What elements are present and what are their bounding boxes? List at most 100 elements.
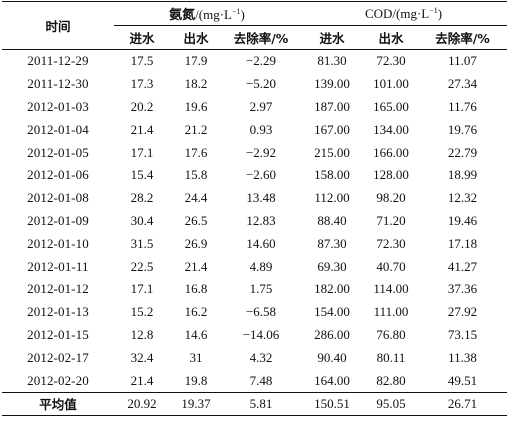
ammonia-influent-cell: 30.4	[130, 212, 154, 228]
cod-influent-cell: 154.00	[314, 304, 350, 320]
date-cell: 2012-01-08	[27, 190, 89, 206]
ammonia-effluent-cell: 17.9	[184, 53, 208, 69]
date-cell: 2011-12-29	[27, 53, 89, 69]
ammonia-influent-cell: 17.3	[130, 76, 154, 92]
ammonia-removal-cell: 13.48	[246, 190, 276, 206]
ammonia-influent-cell: 15.2	[130, 304, 154, 320]
cod-influent-cell: 164.00	[314, 372, 350, 388]
ammonia-influent-cell: 12.8	[130, 326, 154, 342]
table-row: 2012-01-10 31.5 26.9 14.60 87.30 72.30 17.18	[2, 232, 507, 255]
ammonia-removal-header: 去除率/%	[222, 25, 300, 50]
ammonia-influent-cell: 20.92	[114, 391, 170, 416]
table-row: 2012-01-06 15.4 15.8 −2.60 158.00 128.00 18.99	[2, 164, 507, 187]
cod-effluent-cell: 80.11	[376, 349, 406, 365]
cod-influent-cell: 150.51	[300, 391, 364, 416]
table-row: 2012-01-05 17.1 17.6 −2.92 215.00 166.00 22.79	[2, 141, 507, 164]
ammonia-effluent-cell: 14.6	[184, 326, 208, 342]
ammonia-effluent-cell: 26.9	[184, 235, 208, 251]
cod-removal-cell: 17.18	[447, 235, 478, 251]
ammonia-influent-cell: 31.5	[130, 235, 154, 251]
cod-influent-cell: 81.30	[317, 53, 347, 69]
ammonia-group-name: 氨氮	[169, 8, 196, 23]
ammonia-removal-cell: −6.58	[245, 304, 277, 320]
date-cell: 2012-02-20	[27, 372, 89, 388]
cod-influent-cell: 187.00	[314, 98, 350, 114]
cod-effluent-cell: 111.00	[373, 304, 409, 320]
ammonia-effluent-cell: 26.5	[184, 212, 208, 228]
cod-removal-cell: 11.38	[448, 349, 477, 365]
ammonia-unit-suffix: )	[240, 7, 245, 22]
cod-influent-cell: 90.40	[317, 349, 347, 365]
cod-removal-cell: 11.07	[448, 53, 477, 69]
date-cell: 2012-01-03	[27, 98, 89, 114]
date-cell: 2012-01-09	[27, 212, 89, 228]
cod-unit-suffix: )	[437, 5, 443, 21]
ammonia-effluent-header: 出水	[170, 25, 222, 50]
ammonia-effluent-cell: 21.4	[184, 258, 208, 274]
ammonia-influent-cell: 21.4	[130, 121, 154, 137]
date-cell: 2012-02-17	[27, 349, 89, 365]
ammonia-influent-header: 进水	[114, 25, 170, 50]
ammonia-removal-cell: −5.20	[245, 76, 277, 92]
table-row: 2012-01-08 28.2 24.4 13.48 112.00 98.20 12.32	[2, 187, 507, 210]
ammonia-removal-cell: 12.83	[246, 212, 276, 228]
cod-effluent-cell: 166.00	[373, 144, 409, 160]
cod-influent-cell: 215.00	[314, 144, 350, 160]
ammonia-unit-exponent: −1	[231, 7, 241, 16]
cod-influent-cell: 158.00	[314, 167, 350, 183]
cod-removal-cell: 49.51	[447, 372, 478, 388]
table-row: 2011-12-30 17.3 18.2 −5.20 139.00 101.00 27.34	[2, 73, 507, 96]
cod-removal-header: 去除率/%	[418, 25, 508, 50]
cod-effluent-cell: 165.00	[373, 98, 409, 114]
date-cell: 2012-01-05	[27, 144, 89, 160]
ammonia-influent-cell: 21.4	[130, 372, 154, 388]
average-row: 平均值 20.92 19.37 5.81 150.51 95.05 26.71	[2, 391, 508, 416]
average-label: 平均值	[2, 391, 114, 416]
table-row: 2012-01-12 17.1 16.8 1.75 182.00 114.00 37.36	[2, 278, 507, 301]
ammonia-effluent-cell: 18.2	[184, 76, 208, 92]
date-cell: 2012-01-04	[27, 121, 89, 137]
ammonia-effluent-cell: 16.8	[184, 281, 208, 297]
table-row: 2012-02-17 32.4 31 4.32 90.40 80.11 11.38	[2, 346, 507, 369]
cod-removal-cell: 41.27	[447, 258, 478, 274]
cod-effluent-cell: 134.00	[373, 121, 409, 137]
table-row: 2012-01-15 12.8 14.6 −14.06 286.00 76.80 73.15	[2, 324, 507, 347]
ammonia-influent-cell: 15.4	[130, 167, 154, 183]
cod-influent-cell: 182.00	[314, 281, 350, 297]
date-cell: 2012-01-15	[27, 326, 89, 342]
ammonia-effluent-cell: 24.4	[184, 190, 208, 206]
ammonia-influent-cell: 20.2	[130, 98, 154, 114]
ammonia-influent-cell: 17.1	[130, 281, 154, 297]
table-row: 2012-01-09 30.4 26.5 12.83 88.40 71.20 19.46	[2, 210, 507, 233]
ammonia-removal-cell: 2.97	[249, 98, 273, 114]
table-row: 2012-02-20 21.4 19.8 7.48 164.00 82.80 49.51	[2, 369, 507, 392]
cod-influent-cell: 139.00	[314, 76, 350, 92]
ammonia-removal-cell: 14.60	[246, 235, 276, 251]
cod-unit-prefix: /(mg·L	[392, 5, 430, 21]
cod-effluent-cell: 71.20	[376, 212, 406, 228]
cod-effluent-cell: 76.80	[376, 326, 406, 342]
ammonia-effluent-cell: 19.37	[170, 391, 222, 416]
cod-influent-cell: 112.00	[314, 190, 350, 206]
table-row: 2011-12-29 17.5 17.9 −2.29 81.30 72.30 11.07	[2, 50, 507, 73]
cod-group-header: COD/(mg·L−1)	[300, 1, 508, 26]
ammonia-influent-cell: 32.4	[130, 349, 154, 365]
cod-removal-cell: 27.34	[447, 76, 478, 92]
table-header: 时间 氨氮/(mg·L−1) COD/(mg·L−1) 进水 出水 去除率/% …	[2, 1, 508, 50]
table-body: 2011-12-29 17.5 17.9 −2.29 81.30 72.30 11.07 20…	[2, 50, 508, 416]
ammonia-influent-cell: 17.5	[130, 53, 154, 69]
water-quality-table: 时间 氨氮/(mg·L−1) COD/(mg·L−1) 进水 出水 去除率/% …	[2, 1, 508, 416]
ammonia-effluent-cell: 15.8	[184, 167, 208, 183]
cod-influent-cell: 87.30	[317, 235, 347, 251]
ammonia-effluent-cell: 17.6	[184, 144, 208, 160]
cod-removal-cell: 37.36	[447, 281, 478, 297]
time-column-header: 时间	[2, 1, 114, 50]
ammonia-influent-cell: 22.5	[130, 258, 154, 274]
ammonia-removal-cell: 5.81	[222, 391, 300, 416]
cod-influent-cell: 69.30	[317, 258, 347, 274]
table-row: 2012-01-03 20.2 19.6 2.97 187.00 165.00 11.76	[2, 96, 507, 119]
cod-removal-cell: 11.76	[448, 98, 477, 114]
cod-effluent-cell: 72.30	[376, 53, 406, 69]
cod-effluent-cell: 128.00	[373, 167, 409, 183]
